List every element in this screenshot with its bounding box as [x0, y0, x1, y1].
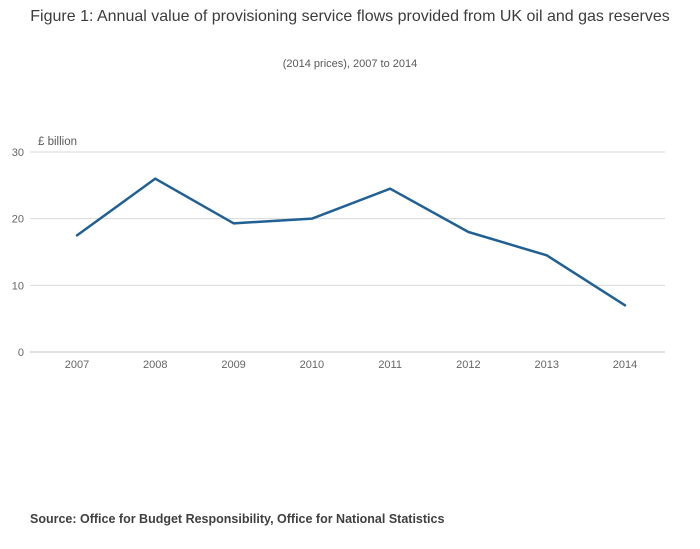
y-tick-label: 30	[12, 147, 24, 159]
x-tick-label: 2009	[221, 359, 245, 371]
x-tick-label: 2014	[613, 359, 637, 371]
y-axis-unit-label: £ billion	[38, 136, 77, 148]
chart-title: Figure 1: Annual value of provisioning s…	[30, 8, 670, 25]
data-line	[75, 177, 627, 307]
chart-subtitle: (2014 prices), 2007 to 2014	[282, 58, 418, 70]
y-tick-label: 10	[12, 280, 24, 292]
chart-plot-area: 0 10 20 30 £ billion 2007 2008 2009 2010 2011 2012…	[12, 136, 665, 371]
x-tick-label: 2012	[456, 359, 480, 371]
line-chart: 0 10 20 30 £ billion 2007 2008 2009 2010 2011 2012…	[0, 130, 700, 390]
x-tick-label: 2008	[143, 359, 167, 371]
x-tick-label: 2013	[534, 359, 558, 371]
y-tick-label: 0	[18, 347, 24, 359]
source-note: Source: Office for Budget Responsibility…	[30, 512, 445, 526]
x-tick-label: 2011	[378, 359, 402, 371]
x-tick-label: 2010	[300, 359, 324, 371]
y-tick-label: 20	[12, 214, 24, 226]
x-tick-label: 2007	[65, 359, 89, 371]
